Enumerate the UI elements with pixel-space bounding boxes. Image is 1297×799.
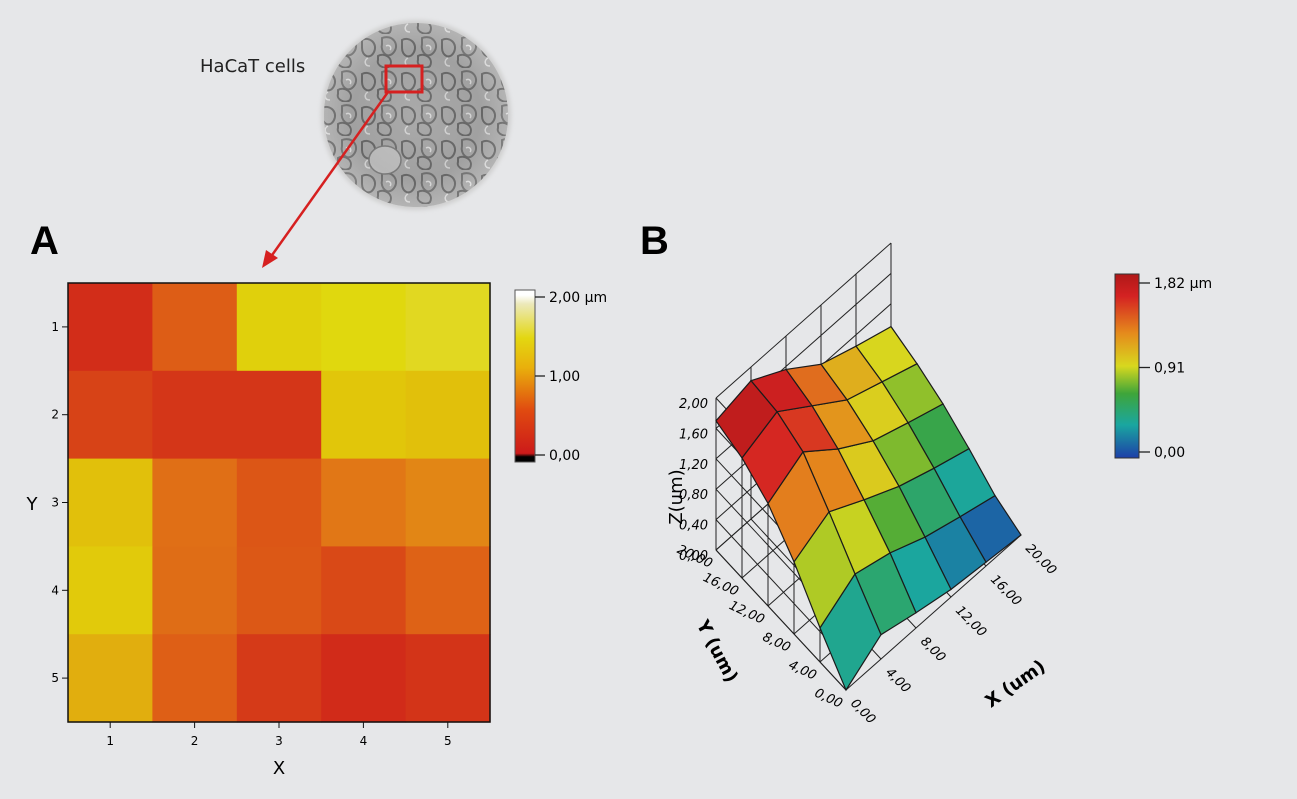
- colorbar-b-scale: [1114, 273, 1140, 459]
- heatmap-cell: [236, 370, 322, 460]
- heatmap-cell: [68, 546, 153, 635]
- x-tick-label: 3: [275, 734, 283, 748]
- heatmap-cell: [152, 546, 238, 635]
- heatmap-cell: [405, 546, 491, 635]
- surface-y-label: Y (um): [691, 616, 742, 686]
- surface-z-tick: 2,00: [679, 397, 708, 412]
- surface-grid-line: [715, 549, 847, 691]
- heatmap-cell: [236, 283, 322, 372]
- surface-x-tick: 8,00: [917, 634, 948, 665]
- heatmap-a: 1 2 3 4 5 1 2 3 4 5 X Y: [26, 282, 491, 779]
- surface-y-tick: 16,00: [701, 570, 741, 599]
- zoom-arrow: [262, 91, 390, 268]
- surface-faces: [715, 325, 1022, 692]
- heatmap-cell: [321, 283, 407, 372]
- heatmap-cell: [68, 283, 153, 372]
- surface-z-tick: 1,20: [679, 458, 708, 473]
- heatmap-cell: [152, 634, 238, 723]
- heatmap-cell: [152, 458, 238, 547]
- heatmap-cell: [321, 370, 407, 460]
- surface-x-label: X (um): [982, 656, 1050, 712]
- heatmap-ticks: 1 2 3 4 5 1 2 3 4 5: [51, 320, 451, 748]
- inset-label: HaCaT cells: [200, 56, 305, 77]
- surface-x-tick: 20,00: [1022, 541, 1059, 578]
- colorbar-a: 0,00 1,00 2,00 µm: [514, 289, 607, 464]
- heatmap-cell: [68, 370, 153, 460]
- surface-x-tick: 12,00: [952, 603, 989, 640]
- colorbar-a-tick-label: 0,00: [549, 448, 580, 464]
- panel-b-letter: B: [640, 219, 669, 263]
- surface-z-tick: 1,60: [679, 427, 708, 442]
- heatmap-cell: [68, 634, 153, 723]
- surface-z-label: Z(um): [666, 469, 687, 524]
- y-tick-label: 4: [51, 583, 59, 597]
- heatmap-cell: [321, 634, 407, 723]
- y-tick-label: 2: [51, 408, 59, 422]
- surface-x-tick: 0,00: [847, 696, 878, 727]
- surface-grid-line: [845, 534, 1022, 691]
- y-tick-label: 1: [51, 320, 59, 334]
- colorbar-b-ticks: 0,00 0,91 1,82 µm: [1139, 276, 1212, 461]
- colorbar-a-tick-label: 2,00 µm: [549, 290, 607, 306]
- surface-x-tick: 4,00: [882, 665, 913, 696]
- surface-z-tick: 0,80: [679, 488, 708, 503]
- heatmap-x-label: X: [273, 758, 285, 779]
- surface-x-tick: 16,00: [987, 572, 1024, 609]
- heatmap-cell: [405, 283, 491, 372]
- surface-z-tick: 0,00: [679, 549, 708, 564]
- heatmap-cell: [321, 546, 407, 635]
- cells-micrograph: [321, 20, 511, 210]
- x-tick-label: 4: [360, 734, 368, 748]
- heatmap-cell: [321, 458, 407, 547]
- heatmap-cell: [236, 546, 322, 635]
- surface-face: [715, 379, 778, 459]
- heatmap-cell: [152, 370, 238, 460]
- surface-y-tick: 0,00: [812, 686, 845, 712]
- panel-a-letter: A: [30, 219, 59, 263]
- heatmap-cell: [236, 458, 322, 547]
- heatmap-cell: [152, 283, 238, 372]
- x-tick-label: 1: [106, 734, 114, 748]
- heatmap-cell: [405, 458, 491, 547]
- heatmap-y-label: Y: [26, 494, 39, 515]
- selection-box: [384, 64, 424, 94]
- surface-b: 0,004,008,0012,0016,0020,000,004,008,001…: [666, 242, 1059, 727]
- heatmap-cell: [405, 370, 491, 460]
- colorbar-b-tick-label: 1,82 µm: [1154, 276, 1212, 292]
- surface-y-tick: 4,00: [786, 658, 819, 684]
- x-tick-label: 2: [191, 734, 199, 748]
- surface-y-tick: 12,00: [727, 598, 767, 627]
- heatmap-cell: [68, 458, 153, 547]
- colorbar-b: 0,00 0,91 1,82 µm: [1114, 273, 1212, 461]
- heatmap-cell: [236, 634, 322, 723]
- colorbar-a-tick-label: 1,00: [549, 369, 580, 385]
- surface-y-tick: 8,00: [760, 630, 793, 656]
- heatmap-cells: [68, 283, 491, 723]
- heatmap-cell: [405, 634, 491, 723]
- surface-z-tick: 0,40: [679, 519, 708, 534]
- colorbar-a-ticks: 0,00 1,00 2,00 µm: [535, 290, 607, 464]
- x-tick-label: 5: [444, 734, 452, 748]
- y-tick-label: 5: [51, 671, 59, 685]
- colorbar-b-tick-label: 0,00: [1154, 445, 1185, 461]
- colorbar-a-scale: [514, 289, 536, 463]
- y-tick-label: 3: [51, 496, 59, 510]
- colorbar-b-tick-label: 0,91: [1154, 361, 1185, 377]
- surface-grid-line: [715, 242, 892, 399]
